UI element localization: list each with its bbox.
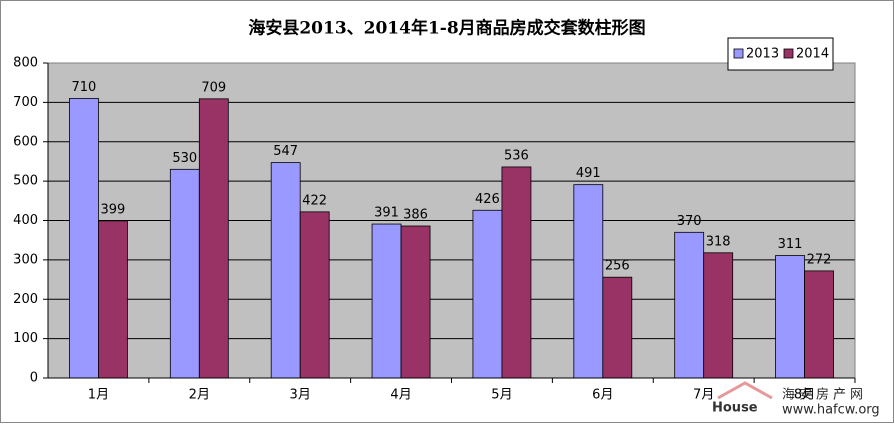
x-tick-label: 5月: [491, 388, 512, 403]
bar: [198, 98, 229, 379]
value-label: 422: [302, 193, 327, 208]
value-label: 530: [172, 151, 197, 166]
bar: [69, 98, 99, 379]
x-tick-label: 8月: [794, 388, 815, 403]
x-tick-label: 7月: [693, 388, 714, 403]
y-tick-label: 700: [13, 95, 38, 110]
value-label: 491: [576, 166, 601, 181]
value-label: 547: [273, 144, 298, 159]
x-tick-label: 6月: [592, 388, 613, 403]
bar: [501, 166, 532, 379]
legend-label: 2013: [746, 47, 779, 62]
bar: [775, 255, 805, 379]
watermark-roof: [717, 381, 773, 400]
x-tick-label: 4月: [390, 388, 411, 403]
value-label: 391: [374, 206, 399, 221]
value-label: 311: [778, 237, 803, 252]
watermark-brand: House: [712, 401, 758, 416]
y-tick-label: 400: [13, 213, 38, 228]
value-label: 426: [475, 192, 500, 207]
x-tick-label: 1月: [88, 388, 109, 403]
watermark-url: www.hafcw.org: [782, 403, 880, 418]
y-tick-label: 100: [13, 331, 38, 346]
bar: [472, 209, 503, 379]
y-tick-label: 0: [30, 371, 38, 386]
value-label: 318: [706, 234, 731, 249]
value-label: 710: [72, 80, 97, 95]
y-tick-label: 200: [13, 292, 38, 307]
bar: [602, 276, 633, 379]
bar: [169, 168, 200, 379]
legend-swatch: [733, 48, 744, 59]
bar: [400, 225, 431, 379]
value-label: 256: [605, 259, 630, 274]
bar: [573, 184, 604, 379]
value-label: 536: [504, 148, 529, 163]
bar: [371, 223, 402, 379]
y-tick-label: 500: [13, 174, 38, 189]
bar: [674, 231, 705, 379]
x-tick-label: 3月: [290, 388, 311, 403]
bar: [703, 252, 734, 379]
bar: [299, 211, 330, 379]
value-label: 370: [677, 214, 702, 229]
legend-box: [727, 37, 834, 71]
chart-title: 海安县2013、2014年1-8月商品房成交套数柱形图: [248, 18, 645, 39]
bar: [804, 270, 834, 379]
watermark-name: 海安房产网: [782, 387, 867, 403]
y-tick-label: 800: [13, 56, 38, 71]
value-label: 399: [101, 202, 126, 217]
legend-swatch: [783, 48, 794, 59]
x-tick-label: 2月: [189, 388, 210, 403]
y-tick-label: 600: [13, 134, 38, 149]
legend-label: 2014: [796, 47, 829, 62]
y-tick-label: 300: [13, 252, 38, 267]
value-label: 272: [807, 252, 832, 267]
bar: [98, 220, 128, 379]
bar: [270, 162, 301, 379]
value-label: 709: [201, 80, 226, 95]
value-label: 386: [403, 208, 428, 223]
